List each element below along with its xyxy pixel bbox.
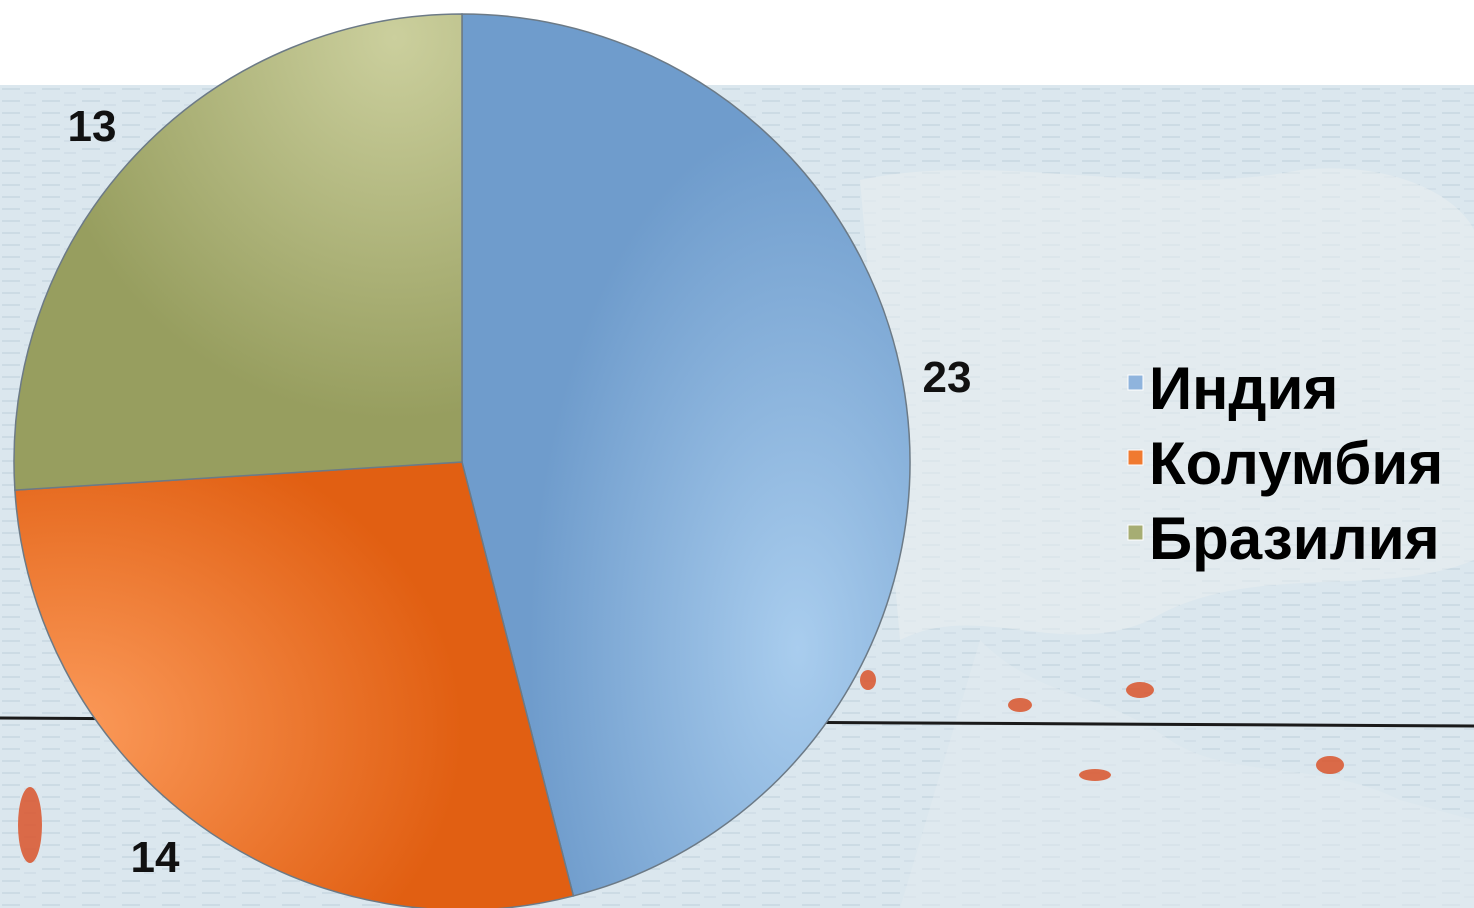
data-label-2: 14 xyxy=(131,833,180,882)
legend-label-1: Индия xyxy=(1149,355,1338,422)
pie-slice-3 xyxy=(13,13,463,491)
pie-slice-2 xyxy=(14,461,575,908)
legend-label-2: Колумбия xyxy=(1149,430,1443,497)
pie-chart xyxy=(13,13,911,908)
pie-slice-1 xyxy=(461,13,911,897)
legend-swatch-3 xyxy=(1127,524,1144,541)
data-label-1: 23 xyxy=(923,353,972,402)
data-label-3: 13 xyxy=(68,102,117,151)
legend-swatch-1 xyxy=(1127,374,1144,391)
legend-label-3: Бразилия xyxy=(1149,505,1440,572)
legend-swatch-2 xyxy=(1127,449,1144,466)
data-labels: 23 14 13 xyxy=(68,102,972,882)
legend: Индия Колумбия Бразилия xyxy=(1127,355,1443,572)
